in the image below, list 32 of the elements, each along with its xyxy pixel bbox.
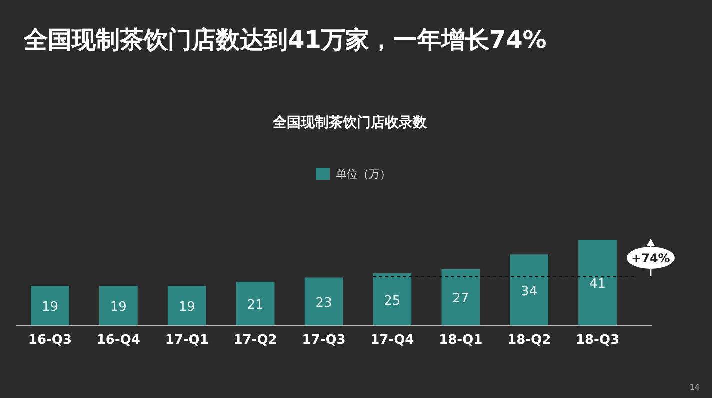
chart-subtitle: 全国现制茶饮门店收录数	[272, 114, 428, 131]
data-label: 19	[42, 300, 58, 316]
chart-title: 全国现制茶饮门店数达到41万家，一年增长74%	[23, 26, 547, 54]
legend-label: 单位（万）	[336, 168, 391, 181]
x-tick-label: 18-Q1	[439, 333, 483, 348]
x-tick-label: 16-Q4	[96, 333, 140, 348]
data-label: 41	[590, 277, 606, 292]
x-tick-label: 17-Q4	[370, 333, 414, 348]
x-tick-label: 18-Q3	[576, 333, 620, 348]
bar	[373, 274, 412, 326]
bar	[578, 240, 617, 326]
x-tick-label: 18-Q2	[508, 333, 552, 348]
bar	[304, 278, 344, 326]
bar	[236, 282, 275, 326]
data-label: 21	[247, 298, 264, 313]
bar	[31, 286, 70, 326]
data-label: 19	[110, 300, 127, 316]
text: 14	[690, 383, 700, 392]
data-label: 23	[316, 296, 332, 311]
bar	[100, 286, 138, 326]
x-tick-label: 17-Q2	[234, 333, 278, 348]
x-tick-label: 17-Q1	[165, 333, 209, 348]
bar	[168, 286, 206, 326]
data-label: 19	[178, 300, 196, 316]
bar	[442, 269, 480, 326]
annotation: +74%	[632, 252, 670, 266]
x-tick-label: 17-Q3	[302, 333, 346, 348]
x-tick-label: 16-Q3	[28, 333, 72, 348]
data-label: 25	[384, 294, 401, 309]
bar	[510, 254, 548, 326]
data-label: 27	[452, 292, 470, 307]
data-label: 34	[521, 284, 538, 300]
